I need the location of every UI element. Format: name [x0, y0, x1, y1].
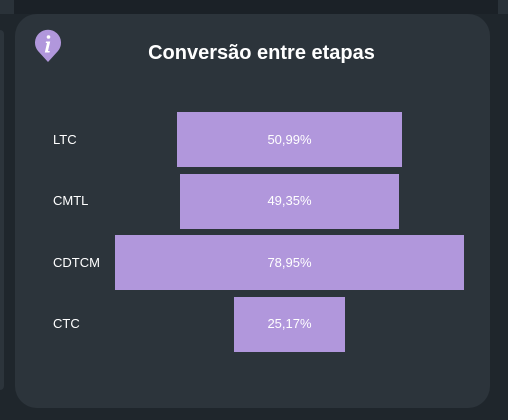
category-label: CMTL [53, 193, 89, 208]
category-label: LTC [53, 131, 77, 147]
info-icon[interactable] [33, 29, 63, 63]
bar-value-label: 50,99% [267, 131, 312, 147]
bar-value-label: 49,35% [267, 193, 312, 208]
bar-value-label: 78,95% [267, 254, 312, 270]
neighbor-card-edge-right [498, 0, 508, 14]
top-strip [0, 0, 508, 14]
funnel-bar[interactable] [115, 235, 464, 290]
funnel-bar[interactable] [233, 296, 346, 352]
category-label: CTC [53, 316, 80, 331]
chart-title: Conversão entre etapas [148, 42, 375, 64]
category-label: CDTCM [53, 254, 100, 270]
funnel-bar[interactable] [176, 112, 403, 167]
bar-value-label: 25,17% [267, 316, 312, 331]
neighbor-card-left [0, 30, 4, 390]
neighbor-card-edge-left [0, 0, 14, 14]
funnel-bar[interactable] [180, 173, 399, 229]
